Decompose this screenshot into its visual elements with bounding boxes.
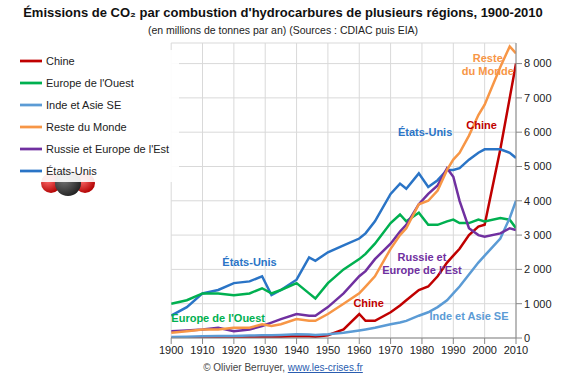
svg-text:3 000: 3 000 (524, 229, 552, 241)
svg-text:5 000: 5 000 (524, 160, 552, 172)
html-text:© Olivier Berruyer, www.les-cr: © Olivier Berruyer, www.les-crises.fr (203, 362, 363, 373)
html-text:(en millions de tonnes par an): (en millions de tonnes par an) (Sources … (147, 24, 419, 36)
svg-text:États-Unis: États-Unis (222, 256, 276, 268)
svg-text:4 000: 4 000 (524, 195, 552, 207)
svg-text:1920: 1920 (222, 344, 246, 356)
svg-text:Restedu Monde: Restedu Monde (462, 52, 514, 77)
svg-text:7 000: 7 000 (524, 92, 552, 104)
html-text:Inde et Asie SE: Inde et Asie SE (46, 99, 122, 112)
html-text:Chine: Chine (46, 55, 75, 68)
svg-text:1900: 1900 (159, 344, 183, 356)
svg-text:1990: 1990 (441, 344, 465, 356)
svg-text:Russie etEurope de l'Est: Russie etEurope de l'Est (382, 251, 462, 276)
svg-text:1930: 1930 (253, 344, 277, 356)
svg-text:Inde et Asie SE: Inde et Asie SE (429, 310, 508, 322)
svg-text:1950: 1950 (316, 344, 340, 356)
svg-text:Chine: Chine (466, 119, 497, 131)
svg-text:6 000: 6 000 (524, 126, 552, 138)
html-text:Russie et Europe de l'Est: Russie et Europe de l'Est (46, 143, 170, 156)
svg-text:8 000: 8 000 (524, 57, 552, 69)
svg-text:1980: 1980 (410, 344, 434, 356)
svg-text:1 000: 1 000 (524, 298, 552, 310)
svg-text:1970: 1970 (378, 344, 402, 356)
svg-text:États-Unis: États-Unis (398, 126, 452, 138)
svg-text:1960: 1960 (347, 344, 371, 356)
svg-text:1940: 1940 (284, 344, 308, 356)
svg-text:2010: 2010 (504, 344, 528, 356)
svg-text:2000: 2000 (472, 344, 496, 356)
html-text:Émissions de CO₂ par combustio: Émissions de CO₂ par combustion d'hydroc… (23, 5, 543, 20)
svg-text:2 000: 2 000 (524, 263, 552, 275)
svg-text:1910: 1910 (190, 344, 214, 356)
svg-text:Chine: Chine (353, 297, 384, 309)
svg-text:Europe de l'Ouest: Europe de l'Ouest (171, 312, 265, 324)
html-text:Europe de l'Ouest: Europe de l'Ouest (46, 77, 134, 90)
html-text:États-Unis: États-Unis (46, 165, 97, 178)
svg-text:0: 0 (524, 332, 530, 344)
html-text:Reste du Monde: Reste du Monde (46, 121, 127, 134)
